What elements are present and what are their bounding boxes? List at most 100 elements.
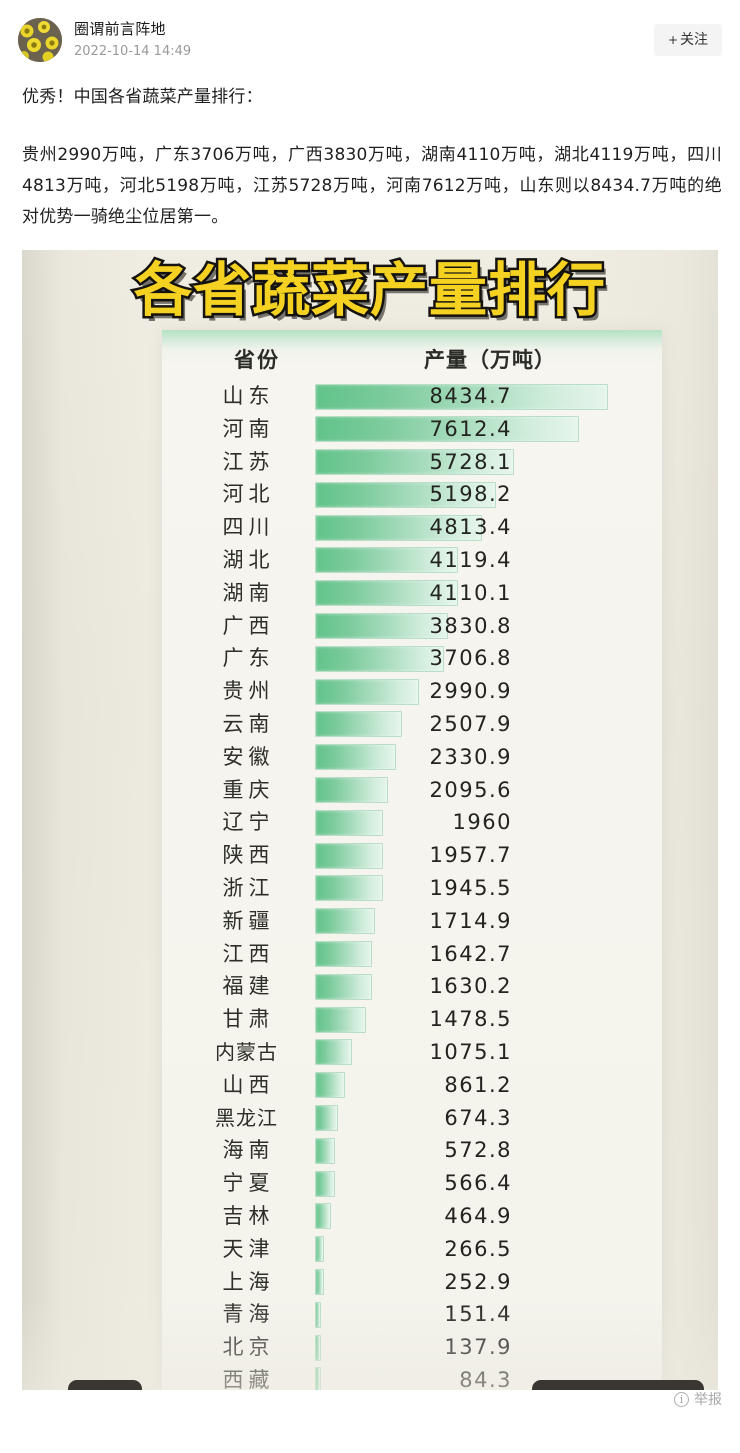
row-province-label: 河南 bbox=[222, 416, 275, 441]
row-province-label: 海南 bbox=[222, 1138, 275, 1163]
row-value-label: 1642.7 bbox=[429, 941, 512, 966]
row-value-label: 861.2 bbox=[444, 1072, 512, 1097]
table-row: 重庆 2095.6 bbox=[162, 774, 662, 807]
row-value-label: 1960 bbox=[452, 810, 512, 835]
row-province-label: 江西 bbox=[222, 941, 275, 966]
table-row: 山西 861.2 bbox=[162, 1069, 662, 1102]
table-row: 吉林 464.9 bbox=[162, 1200, 662, 1233]
follow-button[interactable]: + 关注 bbox=[653, 24, 722, 56]
row-value-label: 1957.7 bbox=[429, 843, 512, 868]
row-value-label: 4110.1 bbox=[429, 580, 512, 605]
row-province-label: 甘肃 bbox=[222, 1007, 275, 1032]
row-province-label: 重庆 bbox=[222, 777, 275, 802]
column-header-province: 省份 bbox=[234, 348, 280, 372]
avatar[interactable] bbox=[18, 18, 62, 62]
row-province-label: 天津 bbox=[222, 1236, 275, 1261]
table-row: 宁夏 566.4 bbox=[162, 1167, 662, 1200]
row-value-label: 3830.8 bbox=[429, 613, 512, 638]
row-province-label: 湖北 bbox=[222, 547, 275, 572]
row-value-label: 5728.1 bbox=[429, 449, 512, 474]
row-value-label: 151.4 bbox=[444, 1302, 512, 1327]
ranking-table: 省份 产量（万吨） 山东 8434.7 河南 7612.4 江苏 5728.1 河北 5198… bbox=[162, 330, 662, 1390]
table-row: 青海 151.4 bbox=[162, 1298, 662, 1331]
row-value-label: 137.9 bbox=[444, 1335, 512, 1360]
table-row: 河北 5198.2 bbox=[162, 478, 662, 511]
row-province-label: 青海 bbox=[222, 1302, 275, 1327]
row-province-label: 上海 bbox=[222, 1269, 275, 1294]
row-value-label: 566.4 bbox=[444, 1171, 512, 1196]
row-province-label: 黑龙江 bbox=[215, 1105, 278, 1130]
row-value-label: 1945.5 bbox=[429, 875, 512, 900]
row-province-label: 云南 bbox=[222, 711, 275, 736]
row-value-label: 1630.2 bbox=[429, 974, 512, 999]
table-row: 上海 252.9 bbox=[162, 1266, 662, 1299]
avatar-image bbox=[18, 18, 62, 62]
row-value-label: 3706.8 bbox=[429, 646, 512, 671]
row-province-label: 浙江 bbox=[222, 875, 275, 900]
table-body: 山东 8434.7 河南 7612.4 江苏 5728.1 河北 5198.2 四川 4813.4… bbox=[162, 380, 662, 1390]
row-province-label: 贵州 bbox=[222, 679, 275, 704]
column-header-output: 产量（万吨） bbox=[424, 348, 556, 372]
row-province-label: 安徽 bbox=[222, 744, 275, 769]
table-row: 天津 266.5 bbox=[162, 1233, 662, 1266]
row-value-label: 5198.2 bbox=[429, 482, 512, 507]
table-row: 辽宁 1960 bbox=[162, 806, 662, 839]
row-value-label: 8434.7 bbox=[429, 384, 512, 408]
row-province-label: 河北 bbox=[222, 482, 275, 507]
row-value-label: 2330.9 bbox=[429, 744, 512, 769]
row-province-label: 辽宁 bbox=[222, 810, 275, 835]
report-label: 举报 bbox=[694, 1392, 722, 1408]
post-timestamp: 2022-10-14 14:49 bbox=[74, 44, 192, 59]
table-row: 黑龙江 674.3 bbox=[162, 1102, 662, 1135]
report-button[interactable]: i 举报 bbox=[674, 1389, 722, 1409]
row-province-label: 北京 bbox=[222, 1335, 275, 1360]
table-row: 新疆 1714.9 bbox=[162, 905, 662, 938]
row-province-label: 宁夏 bbox=[222, 1171, 275, 1196]
photo-artefact-right bbox=[532, 1380, 704, 1390]
table-row: 江苏 5728.1 bbox=[162, 446, 662, 479]
row-province-label: 西藏 bbox=[222, 1367, 275, 1390]
table-row: 湖北 4119.4 bbox=[162, 544, 662, 577]
row-value-label: 1478.5 bbox=[429, 1007, 512, 1032]
row-value-label: 266.5 bbox=[444, 1236, 512, 1261]
table-header-row: 省份 产量（万吨） bbox=[162, 344, 662, 378]
row-value-label: 674.3 bbox=[444, 1105, 512, 1130]
table-row: 陕西 1957.7 bbox=[162, 839, 662, 872]
post-header: 圈谓前言阵地 2022-10-14 14:49 + 关注 bbox=[0, 0, 740, 78]
bar bbox=[315, 1334, 321, 1361]
photo-artefact-left bbox=[68, 1380, 142, 1390]
chart-image[interactable]: 各省蔬菜产量排行 省份 产量（万吨） 山东 8434.7 河南 7612.4 江苏 572… bbox=[22, 250, 718, 1390]
author-name[interactable]: 圈谓前言阵地 bbox=[74, 20, 166, 38]
row-value-label: 2990.9 bbox=[429, 679, 512, 704]
table-row: 山东 8434.7 bbox=[162, 380, 662, 413]
row-value-label: 572.8 bbox=[444, 1138, 512, 1163]
bar bbox=[315, 1367, 321, 1390]
row-province-label: 福建 bbox=[222, 974, 275, 999]
row-value-label: 464.9 bbox=[444, 1203, 512, 1228]
table-row: 内蒙古 1075.1 bbox=[162, 1036, 662, 1069]
row-value-label: 84.3 bbox=[459, 1367, 512, 1390]
row-province-label: 山东 bbox=[222, 384, 275, 408]
plus-icon: + bbox=[667, 33, 678, 47]
row-province-label: 湖南 bbox=[222, 580, 275, 605]
row-province-label: 四川 bbox=[222, 515, 275, 540]
table-row: 江西 1642.7 bbox=[162, 938, 662, 971]
table-row: 海南 572.8 bbox=[162, 1134, 662, 1167]
row-value-label: 2095.6 bbox=[429, 777, 512, 802]
row-value-label: 2507.9 bbox=[429, 711, 512, 736]
table-row: 广西 3830.8 bbox=[162, 610, 662, 643]
row-value-label: 252.9 bbox=[444, 1269, 512, 1294]
table-row: 贵州 2990.9 bbox=[162, 675, 662, 708]
row-province-label: 陕西 bbox=[222, 843, 275, 868]
bar bbox=[315, 1301, 321, 1328]
row-value-label: 4813.4 bbox=[429, 515, 512, 540]
follow-button-label: 关注 bbox=[680, 32, 708, 48]
row-province-label: 吉林 bbox=[222, 1203, 275, 1228]
table-row: 甘肃 1478.5 bbox=[162, 1003, 662, 1036]
row-value-label: 4119.4 bbox=[429, 547, 512, 572]
table-row: 河南 7612.4 bbox=[162, 413, 662, 446]
post-title: 优秀！中国各省蔬菜产量排行： bbox=[22, 87, 263, 107]
row-province-label: 内蒙古 bbox=[215, 1039, 278, 1064]
table-row: 浙江 1945.5 bbox=[162, 872, 662, 905]
